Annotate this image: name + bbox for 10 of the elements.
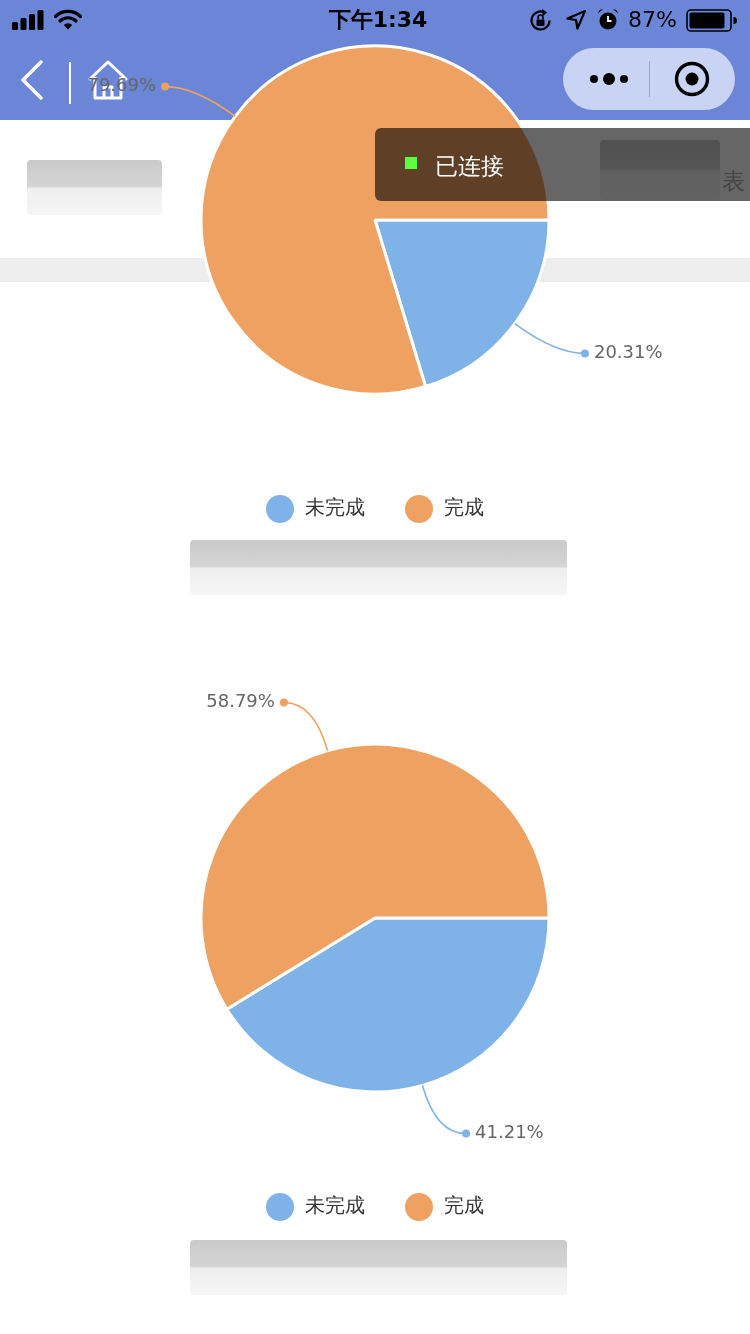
data-label: 41.21% xyxy=(475,1121,544,1143)
legend-label: 完成 xyxy=(444,495,484,520)
legend-label: 完成 xyxy=(444,1193,484,1218)
text: 下午1:34 xyxy=(328,7,428,32)
text: 87% xyxy=(628,7,677,32)
data-label: 20.31% xyxy=(593,341,663,363)
text: 已连接 xyxy=(435,152,504,179)
data-label: 58.79% xyxy=(206,690,275,712)
legend-label: 未完成 xyxy=(305,1193,365,1218)
legend-label: 未完成 xyxy=(305,495,365,520)
